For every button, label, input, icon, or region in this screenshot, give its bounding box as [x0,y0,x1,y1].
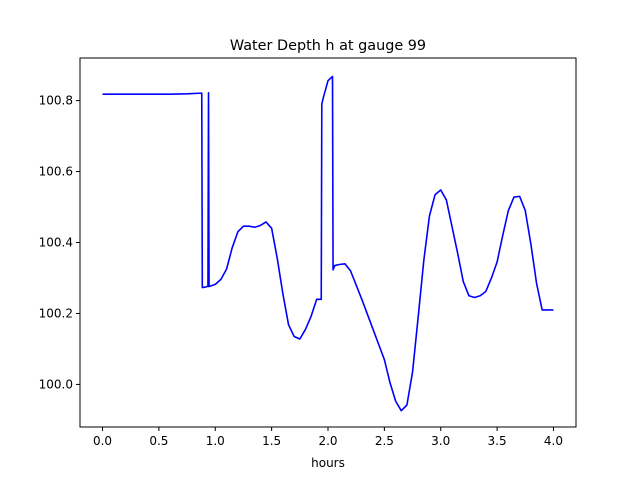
chart-title: Water Depth h at gauge 99 [230,38,426,54]
x-tick-label: 4.0 [544,434,563,448]
x-tick-label: 1.0 [206,434,225,448]
x-tick-label: 1.5 [262,434,281,448]
x-tick-label: 0.0 [93,434,112,448]
y-tick-label: 100.8 [39,94,73,108]
plot-frame [79,57,577,428]
x-tick-label: 3.5 [488,434,507,448]
plot-area [102,75,554,412]
x-tick-label: 2.0 [318,434,337,448]
y-tick-label: 100.4 [39,236,73,250]
y-tick-label: 100.0 [39,377,73,391]
x-tick-label: 0.5 [149,434,168,448]
y-tick-label: 100.6 [39,165,73,179]
axes: 0.0 0.5 1.0 1.5 2.0 2.5 3.0 3.5 4.0 100.0 100.2 100… [39,94,563,448]
x-tick-label: 3.0 [431,434,450,448]
x-tick-label: 2.5 [375,434,394,448]
x-axis-label: hours [311,456,345,470]
series-line-1 [102,75,554,412]
y-tick-label: 100.2 [39,306,73,320]
